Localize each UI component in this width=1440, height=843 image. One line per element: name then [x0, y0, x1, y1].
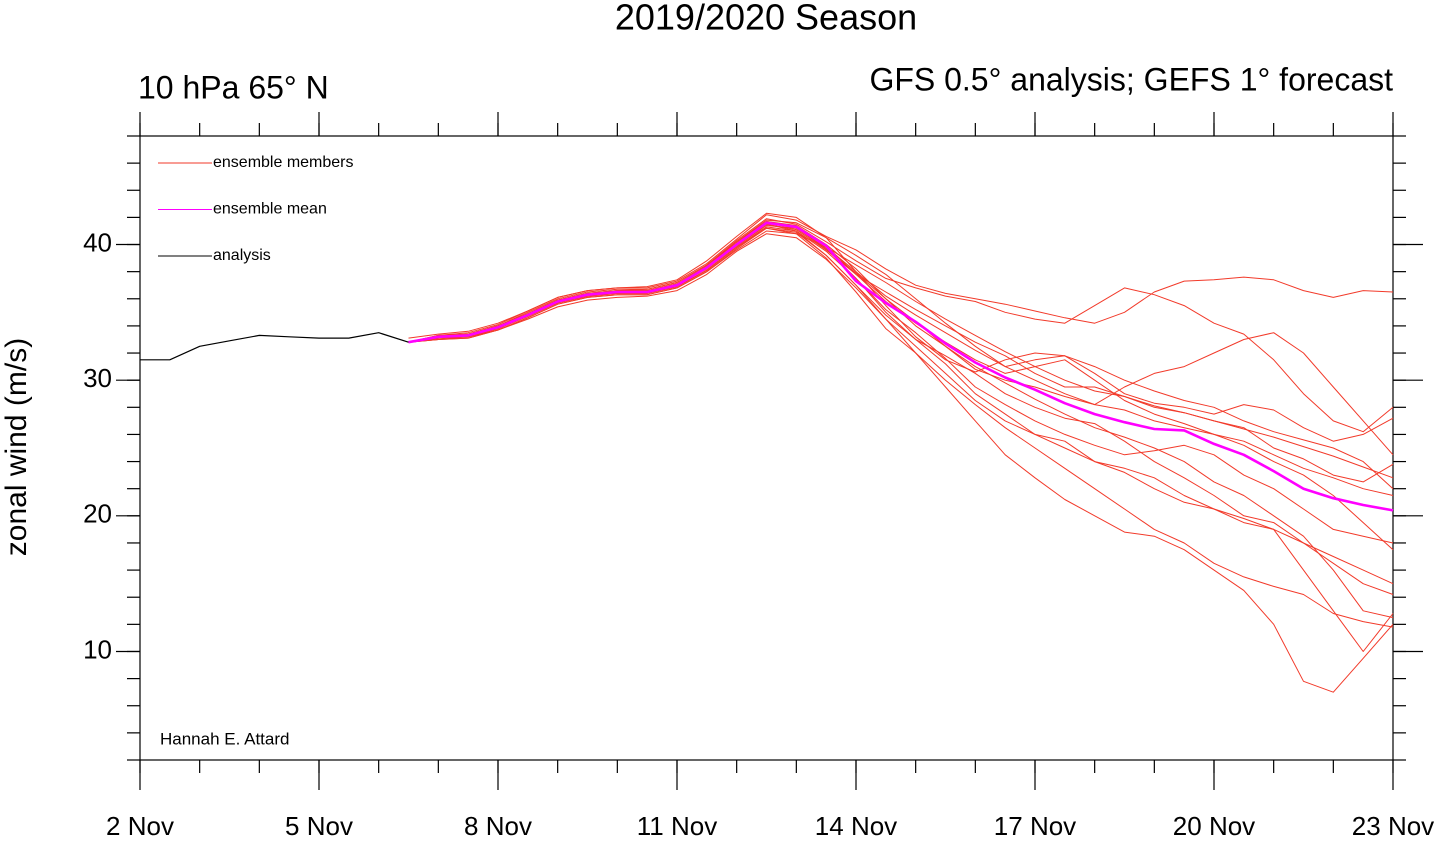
x-tick-label: 2 Nov	[106, 811, 174, 838]
y-tick-label: 10	[83, 634, 112, 664]
legend-label: ensemble members	[213, 154, 354, 171]
x-tick-label: 11 Nov	[637, 811, 717, 838]
subtitle-right: GFS 0.5° analysis; GEFS 1° forecast	[869, 61, 1393, 97]
member-line	[408, 227, 1394, 628]
x-tick-label: 23 Nov	[1352, 811, 1434, 838]
member-line	[408, 230, 1394, 479]
legend-label: ensemble mean	[213, 201, 327, 218]
series-line	[140, 332, 409, 361]
x-tick-label: 8 Nov	[464, 811, 532, 838]
series-line	[408, 221, 1394, 512]
member-line	[408, 227, 1394, 595]
x-tick-label: 5 Nov	[285, 811, 353, 838]
member-line	[408, 221, 1394, 619]
member-line	[408, 223, 1394, 456]
member-line	[408, 218, 1394, 433]
x-tick-label: 20 Nov	[1173, 811, 1255, 838]
member-line	[408, 222, 1394, 551]
member-line	[408, 222, 1394, 544]
plot-frame	[139, 135, 1394, 761]
member-line	[408, 221, 1394, 483]
y-tick-label: 20	[83, 499, 112, 529]
x-tick-label: 17 Nov	[994, 811, 1076, 838]
chart-title: 2019/2020 Season	[615, 0, 917, 38]
y-axis-label: zonal wind (m/s)	[0, 338, 33, 556]
member-line	[408, 223, 1394, 652]
credit: Hannah E. Attard	[160, 729, 289, 748]
x-tick-label: 14 Nov	[815, 811, 897, 838]
legend-label: analysis	[213, 247, 271, 264]
member-line	[408, 214, 1394, 339]
member-line	[408, 233, 1394, 693]
member-line	[408, 219, 1394, 490]
y-tick-label: 40	[83, 227, 112, 257]
subtitle-left: 10 hPa 65° N	[138, 69, 329, 105]
y-tick-label: 30	[83, 363, 112, 393]
